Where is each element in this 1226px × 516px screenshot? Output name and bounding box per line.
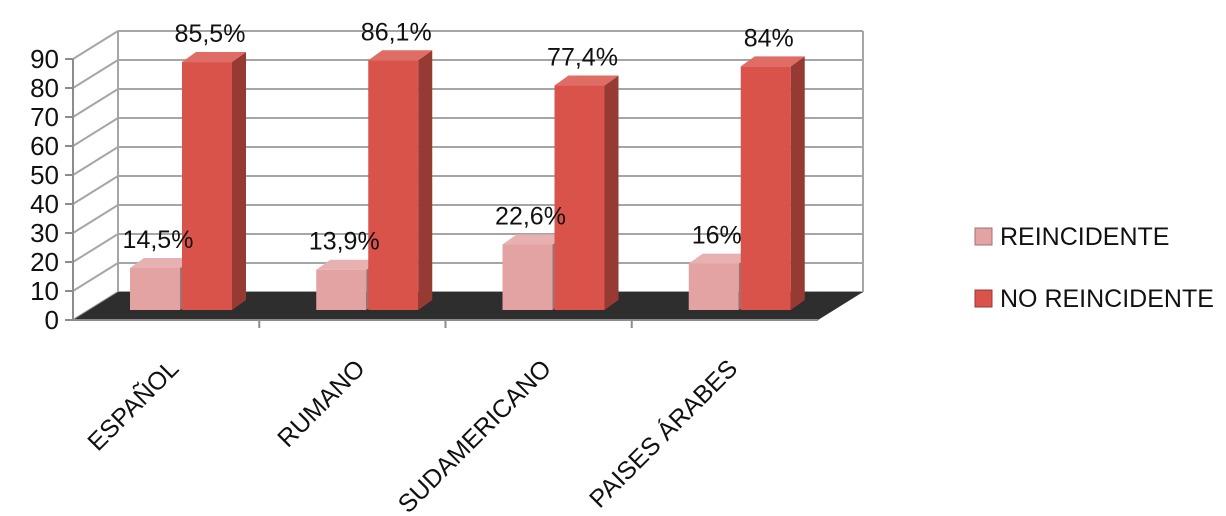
bar <box>740 56 805 311</box>
data-label: 13,9% <box>309 228 380 256</box>
data-label: 77,4% <box>547 44 618 72</box>
x-tick-label: SUDAMERICANO <box>393 354 557 516</box>
bar-front <box>130 267 180 310</box>
bar-top <box>554 75 619 86</box>
legend: REINCIDENTE NO REINCIDENTE <box>974 223 1214 313</box>
y-tick-label: 80 <box>30 73 59 103</box>
bar <box>368 50 433 311</box>
bar-top <box>316 259 381 270</box>
bar-side <box>790 56 805 311</box>
bar-top <box>502 234 567 245</box>
data-label: 16% <box>692 222 742 250</box>
floor <box>73 292 863 320</box>
bar-front <box>502 244 553 310</box>
bar <box>554 75 619 310</box>
bar-top <box>130 257 194 268</box>
y-tick-label: 50 <box>30 160 59 190</box>
legend-swatch <box>974 227 993 246</box>
y-tick-label: 90 <box>30 44 59 74</box>
data-label: 22,6% <box>495 202 566 230</box>
y-tick-label: 20 <box>30 247 59 277</box>
bar-front <box>740 66 791 311</box>
y-tick-label: 0 <box>45 305 59 335</box>
bar-side <box>604 75 619 310</box>
gridline-side <box>72 30 119 60</box>
data-label: 86,1% <box>361 18 432 46</box>
y-tick-label: 10 <box>30 276 59 306</box>
data-label: 14,5% <box>123 226 194 254</box>
gridline-side <box>72 59 119 89</box>
legend-swatch <box>974 289 993 308</box>
bar-side <box>232 52 246 311</box>
y-tick-label: 40 <box>30 189 59 219</box>
data-label: 85,5% <box>175 20 246 48</box>
bars <box>130 50 805 311</box>
data-label: 84% <box>744 24 794 52</box>
y-tick-label: 70 <box>30 102 59 132</box>
x-tick-label: RUMANO <box>272 354 370 452</box>
bar-top <box>740 56 805 67</box>
bar-front <box>368 60 419 311</box>
gridline-side <box>72 175 119 205</box>
x-tick-label: ESPAÑOL <box>82 354 185 457</box>
legend-item: REINCIDENTE <box>974 223 1169 251</box>
y-tick-label: 60 <box>30 131 59 161</box>
gridline-side <box>72 204 119 234</box>
legend-item: NO REINCIDENTE <box>974 285 1214 313</box>
legend-label: REINCIDENTE <box>1000 223 1169 251</box>
gridline-side <box>72 262 119 292</box>
gridline-side <box>72 233 119 263</box>
bar-side <box>418 50 433 311</box>
gridline-side <box>72 117 119 147</box>
bar <box>182 52 246 311</box>
x-axis: ESPAÑOL RUMANO SUDAMERICANO PAISES ÁRABES <box>82 320 743 516</box>
y-tick-label: 30 <box>30 218 59 248</box>
gridline-side <box>72 146 119 176</box>
bar-front <box>688 263 739 310</box>
gridline-side <box>72 88 119 118</box>
bar-front <box>316 269 367 310</box>
bar-top <box>368 50 433 61</box>
bar-top <box>182 52 246 63</box>
x-tick-label: PAISES ÁRABES <box>583 354 743 514</box>
legend-label: NO REINCIDENTE <box>1000 285 1214 313</box>
bar-front <box>554 85 605 310</box>
data-labels: 14,5% 85,5% 13,9% 86,1% 22,6% 77,4% 16% 84% <box>123 18 794 255</box>
bar-top <box>688 253 753 264</box>
bar-front <box>182 62 232 310</box>
